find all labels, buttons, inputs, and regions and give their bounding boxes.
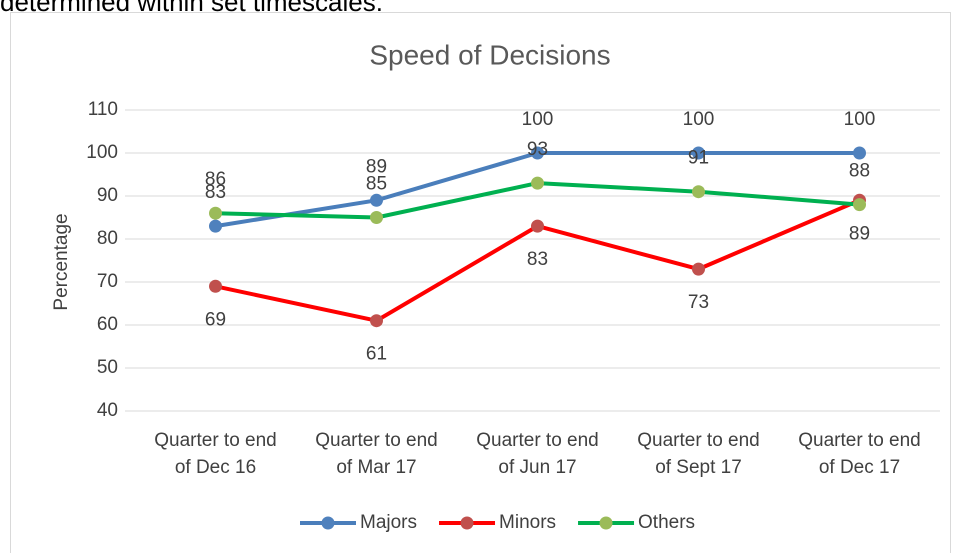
data-label: 89 bbox=[366, 156, 387, 177]
x-tick-label: Quarter to end of Sept 17 bbox=[637, 430, 760, 478]
data-point bbox=[370, 193, 383, 207]
data-point bbox=[692, 146, 705, 160]
data-label: 89 bbox=[849, 223, 870, 244]
data-point bbox=[692, 185, 705, 199]
data-label: 100 bbox=[522, 109, 554, 130]
data-label: 83 bbox=[205, 182, 226, 203]
data-label: 93 bbox=[527, 139, 548, 160]
data-point bbox=[853, 146, 866, 160]
legend-marker bbox=[460, 516, 474, 530]
data-point bbox=[370, 211, 383, 224]
y-tick-label: 100 bbox=[86, 142, 118, 163]
data-label: 100 bbox=[683, 109, 715, 130]
y-tick-label: 70 bbox=[97, 271, 118, 292]
y-tick-label: 80 bbox=[97, 228, 118, 249]
x-tick-label: Quarter to end of Jun 17 bbox=[476, 430, 599, 478]
data-label: 100 bbox=[844, 109, 876, 130]
data-point bbox=[209, 219, 222, 233]
x-tick-label: Quarter to end of Mar 17 bbox=[315, 430, 438, 478]
data-label: 73 bbox=[688, 292, 709, 313]
data-point bbox=[853, 198, 866, 212]
legend-label: Majors bbox=[360, 512, 417, 533]
legend-marker bbox=[599, 516, 613, 530]
data-point bbox=[692, 262, 705, 276]
chart-title: Speed of Decisions bbox=[369, 39, 610, 70]
data-point bbox=[370, 314, 383, 328]
data-point bbox=[531, 146, 544, 160]
data-point bbox=[209, 206, 222, 220]
legend-label: Minors bbox=[499, 512, 556, 533]
chart-border bbox=[10, 12, 951, 553]
data-label: 83 bbox=[527, 249, 548, 270]
data-point bbox=[209, 279, 222, 293]
data-label: 86 bbox=[205, 169, 226, 190]
data-point bbox=[531, 176, 544, 190]
data-label: 69 bbox=[205, 309, 226, 330]
x-tick-label: Quarter to end of Dec 16 bbox=[154, 430, 277, 478]
y-tick-label: 60 bbox=[97, 314, 118, 335]
data-label: 61 bbox=[366, 344, 387, 365]
data-label: 88 bbox=[849, 161, 870, 182]
x-tick-label: Quarter to end of Dec 17 bbox=[798, 430, 921, 478]
legend-marker bbox=[321, 516, 335, 530]
y-tick-label: 110 bbox=[88, 99, 118, 120]
y-tick-label: 40 bbox=[97, 400, 118, 421]
data-label: 91 bbox=[688, 148, 709, 169]
data-point bbox=[531, 219, 544, 233]
data-label: 85 bbox=[366, 174, 387, 195]
y-tick-label: 50 bbox=[97, 357, 118, 378]
caption: determined within set timescales. bbox=[0, 0, 383, 17]
y-tick-label: 90 bbox=[97, 185, 118, 206]
y-axis-label: Percentage bbox=[51, 213, 72, 310]
legend-label: Others bbox=[638, 512, 695, 533]
